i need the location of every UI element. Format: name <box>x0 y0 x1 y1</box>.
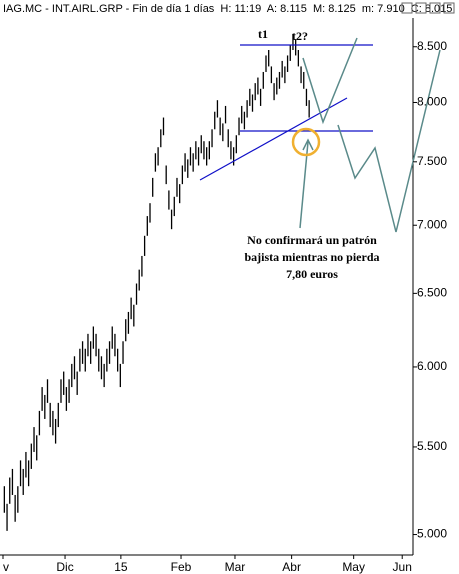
annotation: t2? <box>292 29 308 43</box>
arrow-head <box>302 138 314 151</box>
y-tick-label: 6.500 <box>417 286 447 300</box>
projection <box>337 49 441 233</box>
y-tick-label: 6.000 <box>417 359 447 373</box>
x-tick-label: May <box>342 560 365 574</box>
price-bars <box>3 33 310 531</box>
y-tick-label: 5.000 <box>417 527 447 541</box>
icon[interactable] <box>429 2 441 14</box>
x-tick-label: Mar <box>225 560 246 574</box>
highlight-circle <box>291 127 321 157</box>
x-tick-label: 15 <box>114 560 128 574</box>
projection <box>302 37 358 125</box>
y-tick-label: 7.000 <box>417 217 447 231</box>
window-icons <box>401 2 455 14</box>
annotation: t1 <box>258 27 268 41</box>
x-tick-label: Feb <box>171 560 192 574</box>
annotation: No confirmará un patrón <box>247 233 377 247</box>
drawings <box>199 37 441 233</box>
y-tick-label: 8.000 <box>417 95 447 109</box>
annotation: bajista mientras no pierda <box>245 250 380 264</box>
y-tick-label: 7.500 <box>417 154 447 168</box>
y-tick-label: 5.500 <box>417 439 447 453</box>
trend-line <box>199 97 348 181</box>
annotation: 7,80 euros <box>286 267 338 281</box>
icon[interactable] <box>401 2 413 14</box>
arrow <box>299 141 309 229</box>
x-tick-label: Jun <box>393 560 412 574</box>
icon[interactable] <box>443 2 455 14</box>
x-tick-label: Abr <box>282 560 301 574</box>
x-tick-label: v <box>3 560 9 574</box>
chart-title: IAG.MC - INT.AIRL.GRP - Fin de día 1 día… <box>3 3 452 15</box>
x-tick-label: Dic <box>56 560 73 574</box>
icon[interactable] <box>415 2 427 14</box>
y-tick-label: 8.500 <box>417 39 447 53</box>
